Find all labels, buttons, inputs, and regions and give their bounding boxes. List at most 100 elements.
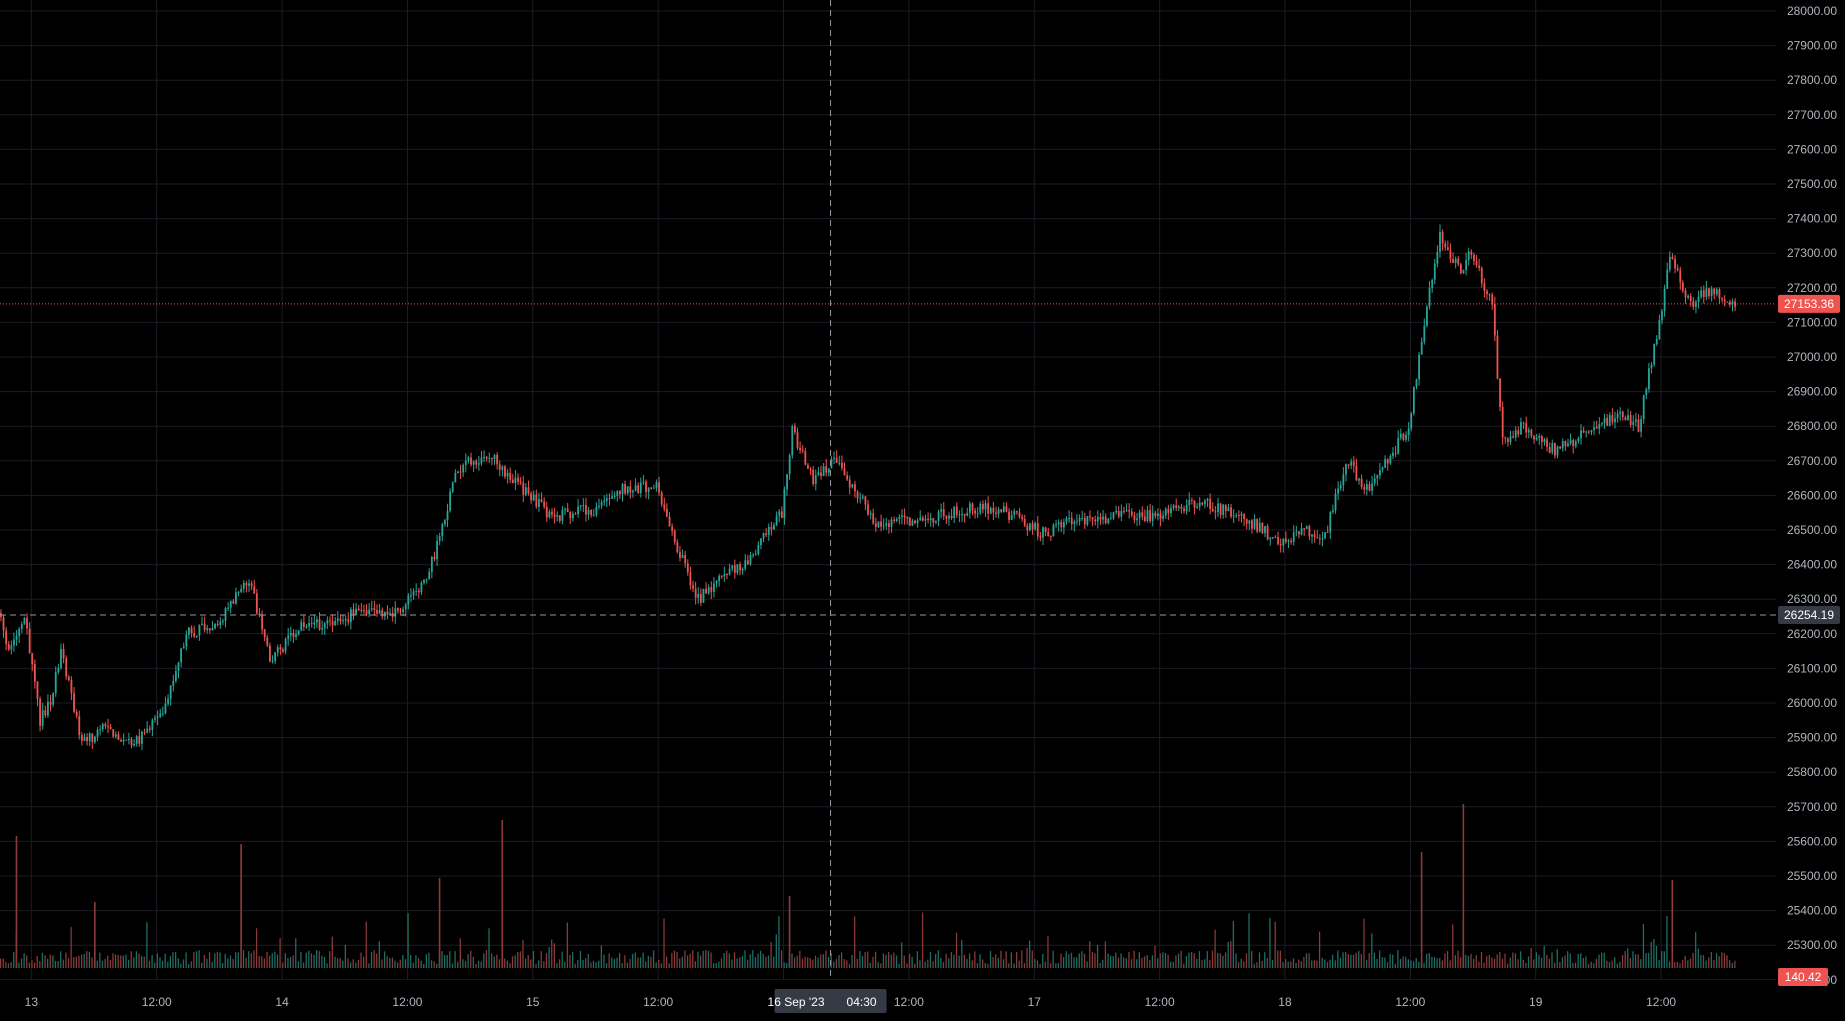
volume-bar <box>888 951 890 968</box>
volume-bar <box>793 957 796 968</box>
candles <box>0 224 1737 751</box>
candle-body <box>504 466 506 477</box>
candle-body <box>54 672 57 694</box>
candle-body <box>1209 498 1212 509</box>
candle-body <box>1723 299 1726 302</box>
candle-body <box>506 472 509 477</box>
candle-body <box>543 501 546 507</box>
candle-body <box>780 511 783 518</box>
volume-bar <box>1251 950 1253 968</box>
candle-body <box>1548 446 1551 453</box>
volume-bar <box>1162 952 1164 968</box>
volume-bar <box>1603 952 1605 968</box>
candle-body <box>114 734 117 737</box>
volume-bar <box>694 961 696 968</box>
crosshair-price-label: 26254.19 <box>1784 608 1834 622</box>
time-axis[interactable]: 13 12:00 14 12:00 15 12:00 12:00 17 12:00 18 12:00… <box>0 980 1776 1016</box>
candle-body <box>621 484 624 495</box>
candle-body <box>1496 335 1499 379</box>
price-tick-label: 26100.00 <box>1787 661 1837 675</box>
volume-bar <box>1010 952 1013 968</box>
candle-body <box>723 574 726 577</box>
volume-bar <box>506 960 508 968</box>
volume-bar <box>266 951 268 968</box>
candle-body <box>313 622 316 625</box>
candle-body <box>420 582 423 593</box>
volume-bar <box>54 960 57 968</box>
volume-bar <box>373 950 375 968</box>
price-axis[interactable]: 28000.00 27900.00 27800.00 27700.00 27600.00… <box>1776 0 1845 1016</box>
candle-body <box>1475 261 1478 266</box>
volume-bar <box>475 963 477 968</box>
volume-bar <box>1433 956 1436 968</box>
candle-body <box>1295 531 1298 533</box>
volume-bar <box>292 955 294 968</box>
candle-body <box>827 468 830 473</box>
volume-bar <box>799 950 801 968</box>
candle-body <box>80 734 83 741</box>
candle-body <box>188 627 190 635</box>
volume-bar <box>1428 953 1430 968</box>
candle-body <box>198 624 201 636</box>
candle-body <box>1342 474 1345 486</box>
volume-bar <box>504 958 506 968</box>
volume-bar <box>632 953 634 968</box>
volume-bar <box>1564 955 1566 968</box>
candle-body <box>953 506 956 519</box>
volume-bar <box>1042 953 1044 968</box>
volume-bar <box>908 953 911 968</box>
price-tick-label: 26300.00 <box>1787 592 1837 606</box>
volume-bar <box>1078 953 1080 968</box>
volume-bar <box>595 962 597 968</box>
volume-bar <box>329 951 331 968</box>
volume-bar <box>851 954 853 968</box>
volume-bar <box>982 959 984 968</box>
candle-body <box>1157 513 1159 517</box>
candle-body <box>412 591 415 596</box>
candle-body <box>49 701 52 705</box>
candle-body <box>1298 531 1300 535</box>
volume-bar <box>148 960 151 968</box>
candle-body <box>1358 478 1360 481</box>
candle-body <box>47 701 49 716</box>
volume-bar <box>420 960 422 968</box>
volume-bar <box>1099 962 1101 968</box>
candle-body <box>1674 258 1676 269</box>
volume-bar <box>1695 931 1697 968</box>
candle-body <box>1491 294 1494 305</box>
candle-body <box>1457 258 1460 265</box>
candle-body <box>1379 470 1381 476</box>
candle-body <box>1577 438 1580 442</box>
candle-body <box>699 593 702 603</box>
candle-body <box>138 736 141 744</box>
candle-body <box>746 560 749 565</box>
volume-bar <box>893 952 895 968</box>
candle-body <box>1172 505 1175 509</box>
volume-bar <box>310 953 313 968</box>
volume-bar <box>548 947 550 968</box>
volume-bar <box>1029 940 1031 968</box>
candle-body <box>201 623 203 625</box>
candle-body <box>637 485 640 493</box>
candle-body <box>396 608 399 611</box>
volume-bar <box>686 955 689 968</box>
volume-bar <box>1339 957 1342 968</box>
volume-bar <box>979 954 981 968</box>
volume-bar <box>20 958 23 968</box>
volume-bar <box>357 959 360 968</box>
candle-body <box>1606 417 1609 426</box>
candle-body <box>1123 510 1125 512</box>
candle-body <box>1313 534 1316 538</box>
volume-bar <box>1459 957 1462 968</box>
volume-bar <box>1517 959 1519 968</box>
volume-bar <box>80 954 83 968</box>
candle-body <box>1402 433 1405 440</box>
volume-bar <box>676 951 678 968</box>
candle-body <box>1637 419 1640 432</box>
candle-body <box>1658 320 1661 339</box>
volume-bar <box>1721 952 1723 968</box>
candle-body <box>1204 500 1206 505</box>
